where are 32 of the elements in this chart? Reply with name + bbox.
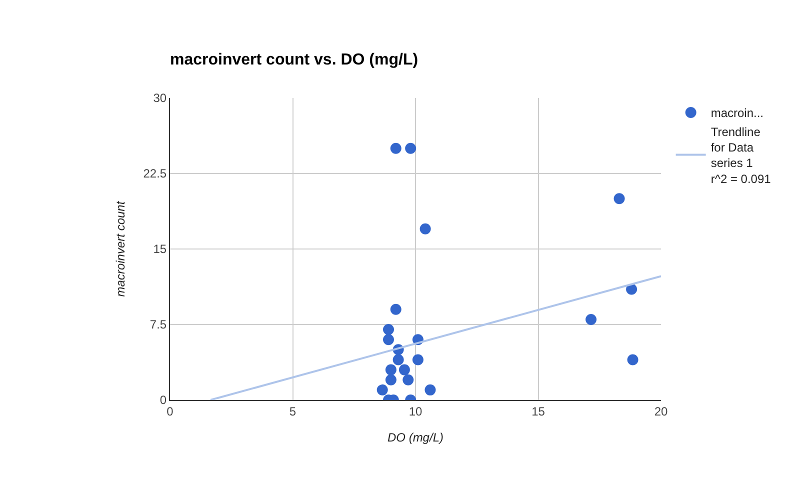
y-axis-title: macroinvert count xyxy=(114,200,128,297)
y-tick-label: 0 xyxy=(160,393,167,408)
y-tick-label: 30 xyxy=(153,91,167,106)
point xyxy=(402,374,414,386)
point xyxy=(376,384,388,396)
point xyxy=(390,304,402,315)
point xyxy=(405,142,416,154)
point xyxy=(398,364,410,376)
point xyxy=(385,364,396,376)
y-tick-label: 22.5 xyxy=(143,166,167,181)
point xyxy=(385,374,396,386)
point xyxy=(424,384,436,396)
point xyxy=(614,193,625,204)
point xyxy=(383,324,394,336)
point xyxy=(626,284,638,295)
y-tick-label: 7.5 xyxy=(150,318,167,332)
x-tick-label: 20 xyxy=(654,404,668,418)
legend-label: Trendline for Data series 1 r^2 = 0.091 xyxy=(710,124,772,186)
point xyxy=(383,334,394,346)
point xyxy=(412,354,424,366)
x-tick-label: 15 xyxy=(532,404,546,418)
point xyxy=(586,314,597,325)
y-tick-label: 15 xyxy=(153,242,167,256)
point xyxy=(420,223,431,234)
legend-label: macroin... xyxy=(710,106,764,120)
point xyxy=(390,142,402,154)
chart-title: macroinvert count vs. DO (mg/L) xyxy=(170,52,418,69)
point xyxy=(627,354,638,366)
x-tick-label: 5 xyxy=(289,404,296,418)
x-tick-label: 10 xyxy=(408,404,422,418)
point xyxy=(392,354,404,366)
x-axis-title: DO (mg/L) xyxy=(387,430,444,444)
